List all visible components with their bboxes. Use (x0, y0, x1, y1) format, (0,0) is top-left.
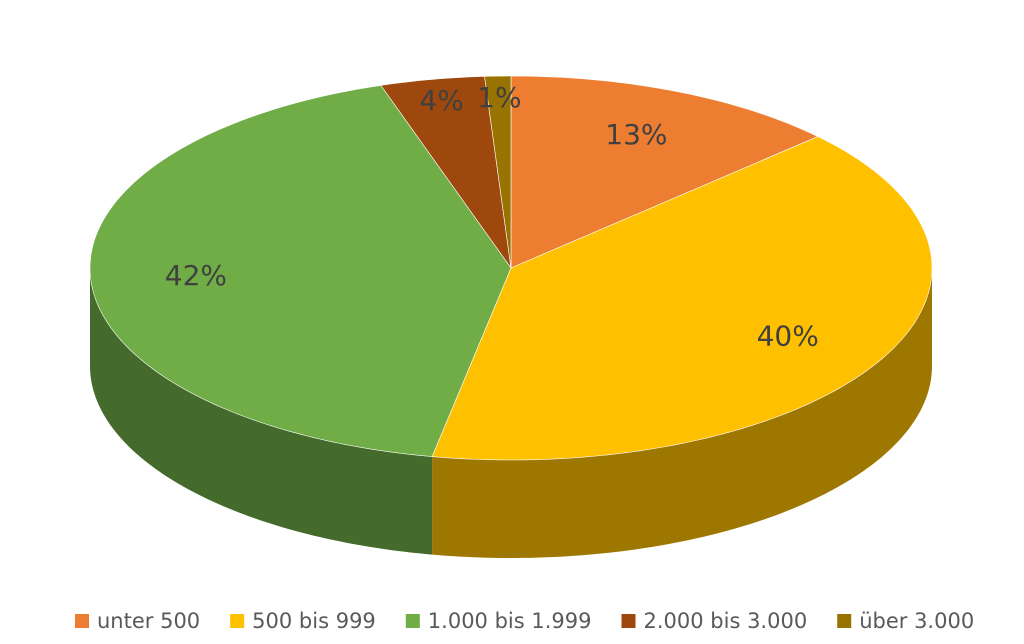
legend-swatch (75, 614, 89, 628)
data-label: 13% (605, 118, 667, 151)
legend-label: 2.000 bis 3.000 (644, 609, 808, 633)
legend-label: über 3.000 (859, 609, 974, 633)
slice (484, 75, 512, 269)
slice (380, 76, 512, 269)
slice (510, 75, 819, 269)
data-label: 42% (165, 259, 227, 292)
legend-swatch (230, 614, 245, 628)
legend-swatch (621, 614, 636, 628)
slice (431, 136, 933, 461)
legend-label: 500 bis 999 (252, 609, 376, 633)
legend-label: unter 500 (97, 609, 200, 633)
legend-swatch (405, 614, 420, 628)
slice (89, 85, 512, 457)
legend-swatch (837, 614, 852, 628)
data-label: 40% (757, 319, 819, 352)
slice-side (432, 268, 932, 558)
data-label: 1% (477, 81, 521, 114)
slice-side (90, 268, 433, 555)
legend-label: 1.000 bis 1.999 (428, 609, 592, 633)
data-label: 4% (419, 84, 463, 117)
